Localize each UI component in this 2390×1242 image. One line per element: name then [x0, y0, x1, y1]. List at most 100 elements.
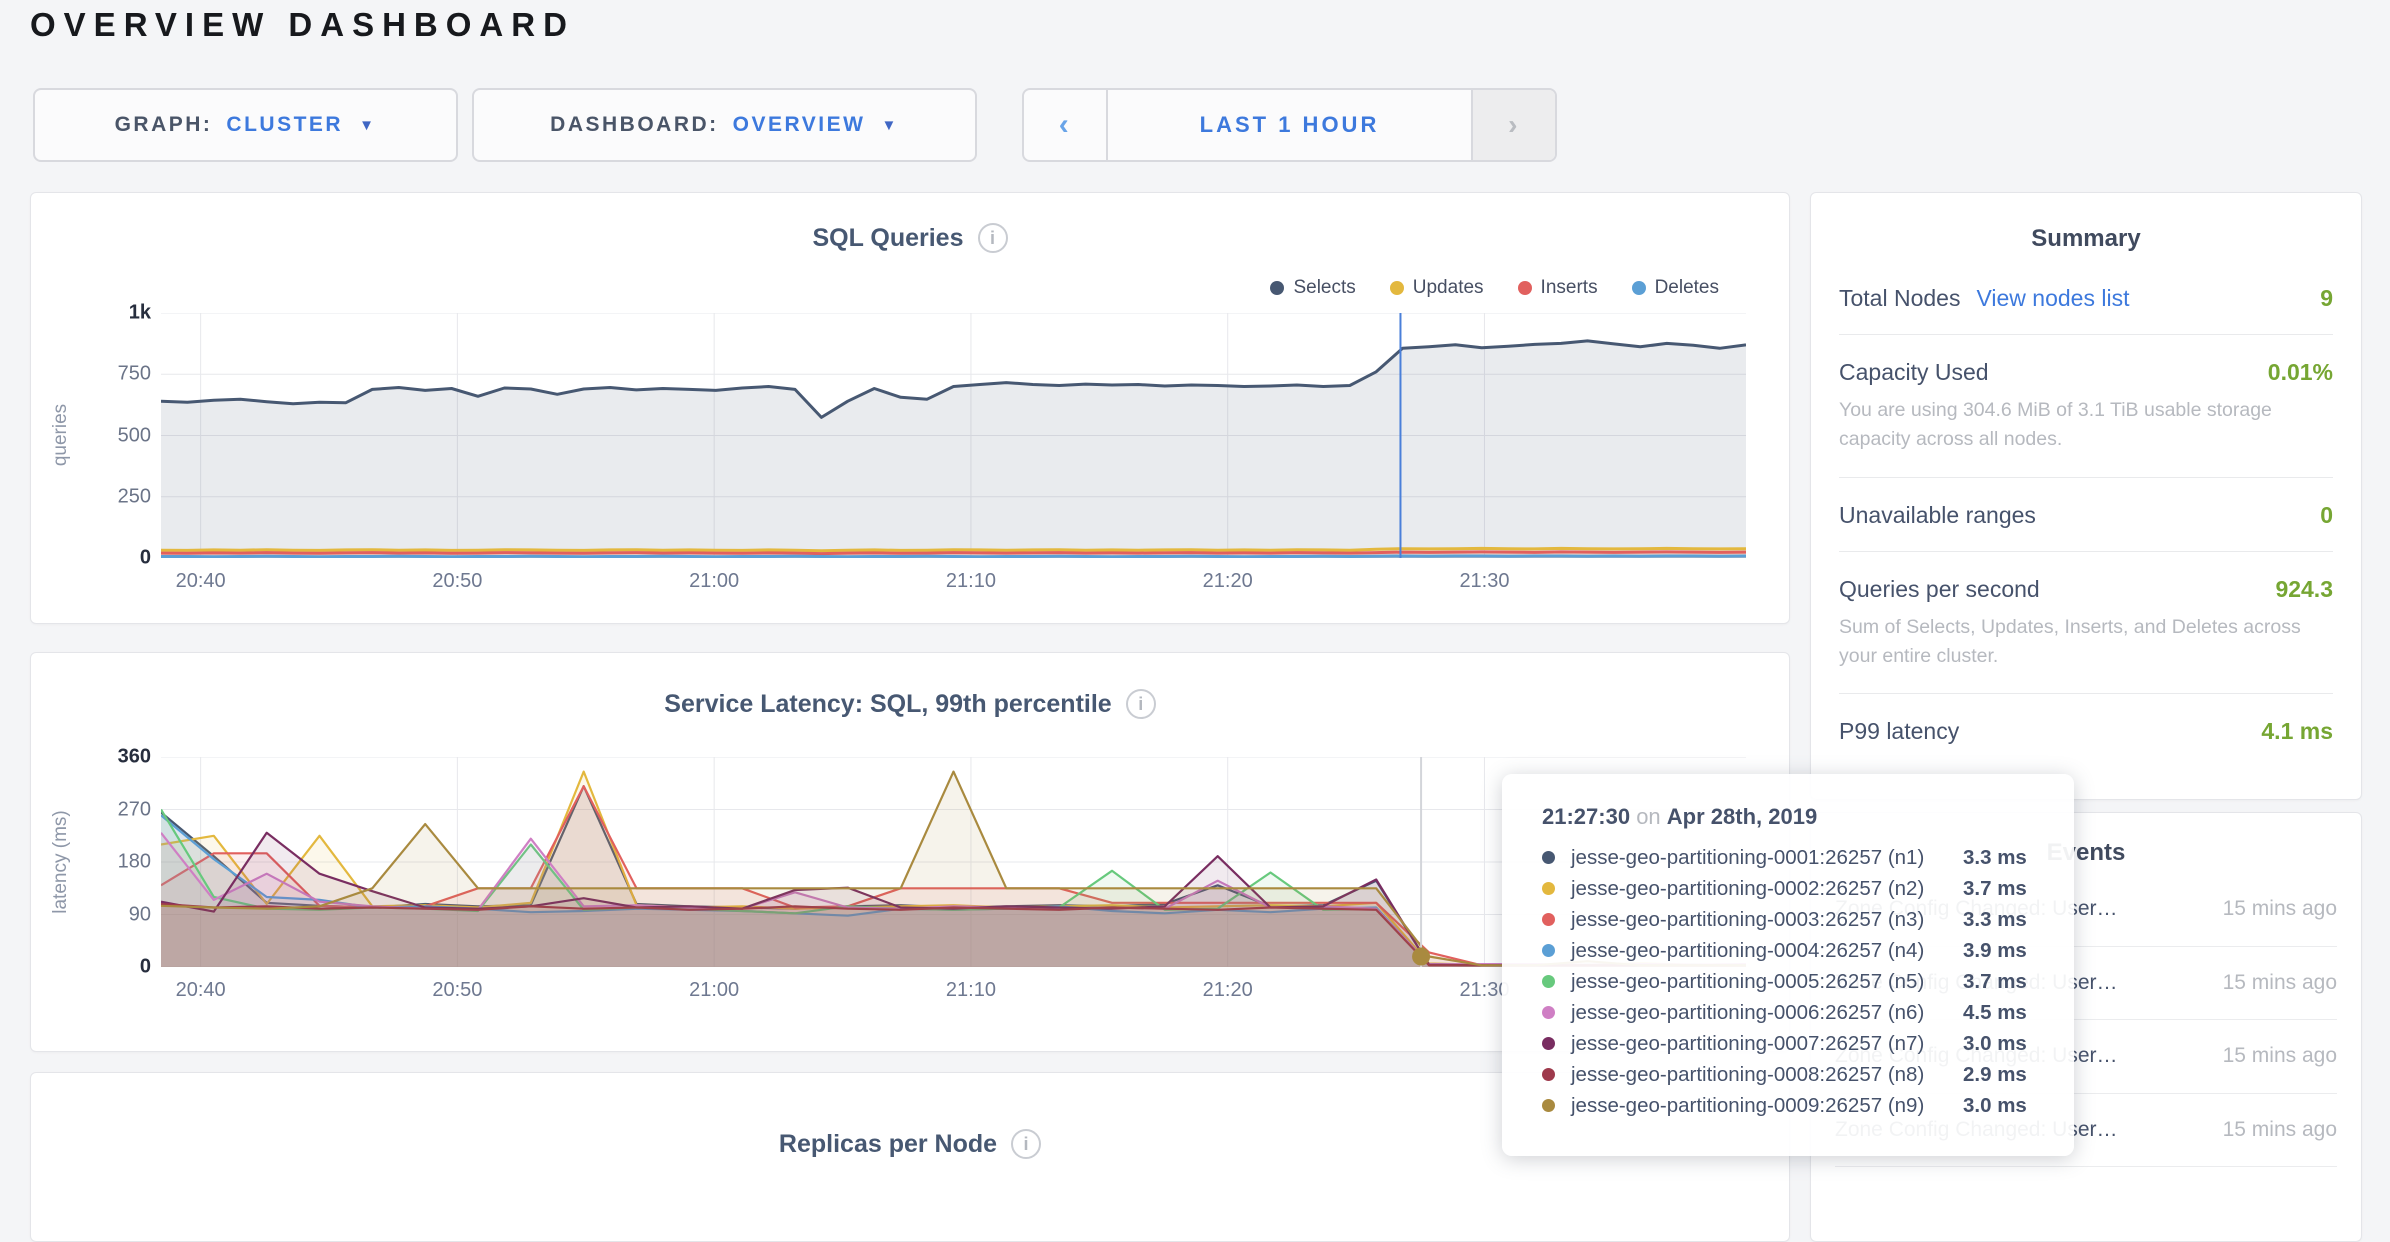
tooltip-row: jesse-geo-partitioning-0005:26257 (n5) 3…	[1542, 966, 2034, 997]
series-color-dot	[1542, 1099, 1555, 1112]
x-axis-ticks: 20:40 20:50 21:00 21:10 21:20 21:30	[161, 570, 1746, 598]
y-tick-label: 0	[139, 546, 151, 569]
legend-item[interactable]: Selects	[1270, 277, 1356, 299]
legend-item[interactable]: Updates	[1389, 277, 1484, 299]
x-tick-label: 21:20	[1202, 979, 1253, 1001]
summary-row-capacity: Capacity Used 0.01% You are using 304.6 …	[1839, 335, 2333, 478]
series-color-dot	[1542, 1006, 1555, 1019]
series-color-dot	[1542, 851, 1555, 864]
tooltip-header: 21:27:30 on Apr 28th, 2019	[1542, 804, 1818, 829]
service-latency-chart-panel: Service Latency: SQL, 99th percentile i …	[30, 652, 1790, 1052]
node-name: jesse-geo-partitioning-0005:26257 (n5)	[1571, 969, 1925, 993]
info-icon[interactable]: i	[1011, 1129, 1042, 1159]
capacity-caption: You are using 304.6 MiB of 3.1 TiB usabl…	[1839, 399, 2272, 451]
qps-value: 924.3	[2275, 575, 2333, 602]
node-latency-value: 3.3 ms	[1963, 907, 2027, 931]
node-name: jesse-geo-partitioning-0001:26257 (n1)	[1571, 845, 1925, 869]
time-range-value[interactable]: LAST 1 HOUR	[1199, 112, 1380, 137]
total-nodes-value: 9	[2320, 285, 2333, 311]
node-name: jesse-geo-partitioning-0003:26257 (n3)	[1571, 907, 1925, 931]
event-timestamp: 15 mins ago	[2222, 897, 2337, 920]
unavailable-ranges-value: 0	[2320, 501, 2333, 528]
series-color-dot	[1542, 1068, 1555, 1081]
summary-row-p99: P99 latency 4.1 ms	[1839, 718, 2333, 744]
node-name: jesse-geo-partitioning-0006:26257 (n6)	[1571, 1000, 1925, 1024]
dashboard-dropdown-label: DASHBOARD:	[550, 113, 719, 136]
chart-title: Service Latency: SQL, 99th percentile i	[31, 689, 1789, 719]
page-title: OVERVIEW DASHBOARD	[30, 6, 575, 43]
service-latency-plot[interactable]	[161, 757, 1746, 967]
dashboard-dropdown[interactable]: DASHBOARD: OVERVIEW ▼	[472, 88, 977, 162]
event-timestamp: 15 mins ago	[2222, 1117, 2337, 1141]
summary-row-unavailable-ranges: Unavailable ranges 0	[1839, 478, 2333, 552]
dashboard-dropdown-value: OVERVIEW	[732, 113, 866, 136]
node-latency-value: 4.5 ms	[1963, 1000, 2027, 1024]
series-color-dot	[1542, 882, 1555, 895]
series-color-dot	[1542, 1037, 1555, 1050]
tooltip-time: 21:27:30	[1542, 804, 1631, 829]
y-tick-label: 1k	[128, 301, 151, 324]
time-range-picker: ‹ LAST 1 HOUR ›	[1022, 88, 1557, 162]
y-tick-label: 90	[128, 903, 151, 925]
y-tick-label: 750	[117, 362, 151, 385]
summary-row-qps: Queries per second 924.3 Sum of Selects,…	[1839, 552, 2333, 694]
legend-item[interactable]: Inserts	[1517, 277, 1598, 299]
legend-dot	[1389, 281, 1404, 295]
y-axis-label: latency (ms)	[50, 810, 71, 914]
summary-title: Summary	[2031, 225, 2141, 252]
view-nodes-list-link[interactable]: View nodes list	[1976, 285, 2130, 311]
summary-row-total-nodes: Total Nodes View nodes list 9	[1839, 261, 2333, 335]
x-tick-label: 21:10	[945, 570, 996, 592]
node-latency-value: 3.0 ms	[1963, 1031, 2027, 1055]
node-name: jesse-geo-partitioning-0002:26257 (n2)	[1571, 876, 1925, 900]
node-name: jesse-geo-partitioning-0004:26257 (n4)	[1571, 938, 1925, 962]
tooltip-date: Apr 28th, 2019	[1666, 804, 1818, 829]
sql-queries-plot[interactable]	[161, 313, 1746, 558]
info-icon[interactable]: i	[977, 223, 1008, 253]
x-tick-label: 20:40	[175, 570, 226, 592]
sql-queries-chart-panel: SQL Queries i Selects Updates Inserts De…	[30, 192, 1790, 624]
legend-dot	[1270, 281, 1285, 295]
chart-hover-tooltip: 21:27:30 on Apr 28th, 2019 jesse-geo-par…	[1502, 774, 2074, 1156]
qps-caption: Sum of Selects, Updates, Inserts, and De…	[1839, 615, 2301, 667]
tooltip-row: jesse-geo-partitioning-0004:26257 (n4) 3…	[1542, 935, 2034, 966]
legend-dot	[1631, 281, 1646, 295]
x-tick-label: 21:20	[1202, 570, 1253, 592]
node-name: jesse-geo-partitioning-0009:26257 (n9)	[1571, 1093, 1925, 1117]
tooltip-row: jesse-geo-partitioning-0007:26257 (n7) 3…	[1542, 1028, 2034, 1059]
tooltip-row: jesse-geo-partitioning-0006:26257 (n6) 4…	[1542, 997, 2034, 1028]
graph-dropdown[interactable]: GRAPH: CLUSTER ▼	[33, 88, 458, 162]
tooltip-row: jesse-geo-partitioning-0003:26257 (n3) 3…	[1542, 904, 2034, 935]
node-latency-value: 3.0 ms	[1963, 1093, 2027, 1117]
chart-title: SQL Queries i	[31, 223, 1789, 253]
series-color-dot	[1542, 975, 1555, 988]
y-tick-label: 180	[117, 850, 151, 873]
p99-latency-value: 4.1 ms	[2261, 718, 2333, 744]
y-axis-label: queries	[50, 403, 71, 467]
x-tick-label: 20:50	[432, 570, 483, 592]
node-latency-value: 3.7 ms	[1963, 876, 2027, 900]
event-timestamp: 15 mins ago	[2222, 1044, 2337, 1068]
capacity-used-value: 0.01%	[2267, 359, 2333, 385]
x-tick-label: 21:00	[689, 979, 740, 1001]
tooltip-row: jesse-geo-partitioning-0001:26257 (n1) 3…	[1542, 842, 2034, 873]
series-color-dot	[1542, 944, 1555, 957]
graph-dropdown-value: CLUSTER	[226, 113, 344, 136]
legend-item[interactable]: Deletes	[1631, 277, 1719, 299]
node-name: jesse-geo-partitioning-0008:26257 (n8)	[1571, 1062, 1925, 1086]
chart-legend: Selects Updates Inserts Deletes	[1270, 277, 1719, 299]
summary-panel: Summary Total Nodes View nodes list 9 Ca…	[1810, 192, 2362, 800]
graph-dropdown-label: GRAPH:	[114, 113, 213, 136]
node-latency-value: 3.7 ms	[1963, 969, 2027, 993]
node-latency-value: 3.9 ms	[1963, 938, 2027, 962]
time-range-next-button[interactable]: ›	[1471, 90, 1555, 160]
time-range-prev-button[interactable]: ‹	[1024, 90, 1108, 160]
y-tick-label: 360	[117, 745, 151, 768]
y-tick-label: 250	[117, 485, 151, 508]
x-tick-label: 20:40	[175, 979, 226, 1001]
info-icon[interactable]: i	[1125, 689, 1156, 719]
node-latency-value: 3.3 ms	[1963, 845, 2027, 869]
x-tick-label: 21:30	[1459, 570, 1510, 592]
x-tick-label: 21:00	[689, 570, 740, 592]
event-timestamp: 15 mins ago	[2222, 970, 2337, 994]
